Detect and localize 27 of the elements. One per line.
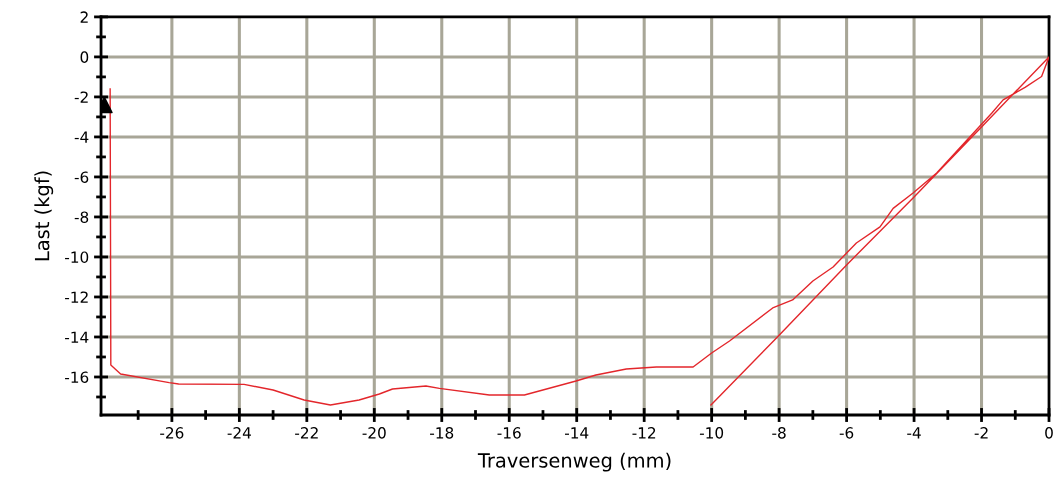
x-tick-label: -6 (839, 427, 854, 439)
y-tick-label: -8 (74, 211, 89, 223)
x-tick-label: 0 (1045, 427, 1053, 439)
x-tick-label: -4 (907, 427, 921, 439)
x-tick-label: -24 (227, 427, 251, 439)
x-tick-label: -16 (497, 427, 521, 439)
y-tick-label: -4 (74, 131, 89, 143)
x-axis-title: Traversenweg (mm) (477, 452, 671, 472)
x-tick-label: -26 (160, 427, 184, 439)
x-tick-label: -10 (699, 427, 724, 439)
y-tick-label: 0 (80, 51, 89, 63)
line-series (109, 56, 1050, 406)
y-axis-title: Last (kgf) (34, 171, 54, 261)
x-tick-label: -2 (974, 427, 988, 439)
x-tick-label: -20 (362, 427, 386, 439)
y-tick-label: -16 (65, 371, 89, 384)
x-tick-label: -12 (632, 427, 656, 439)
y-tick-label: 2 (80, 11, 88, 23)
x-tick-label: -18 (430, 427, 454, 439)
y-tick-label: -2 (74, 91, 88, 103)
y-tick-label: -6 (74, 171, 89, 183)
x-tick-label: -14 (564, 427, 589, 439)
y-tick-label: -12 (65, 291, 88, 303)
y-tick-label: -10 (65, 251, 89, 263)
x-tick-label: -22 (295, 427, 318, 439)
x-tick-label: -8 (772, 427, 786, 439)
y-tick-label: -14 (65, 331, 89, 343)
